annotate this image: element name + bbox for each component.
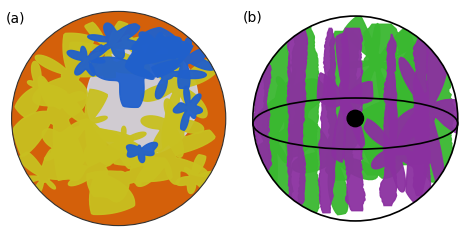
Polygon shape bbox=[152, 37, 215, 88]
Polygon shape bbox=[113, 34, 180, 75]
Polygon shape bbox=[132, 32, 181, 59]
Polygon shape bbox=[126, 39, 206, 99]
Polygon shape bbox=[18, 149, 78, 197]
Polygon shape bbox=[357, 38, 444, 178]
Polygon shape bbox=[422, 47, 456, 182]
Polygon shape bbox=[88, 23, 143, 59]
Polygon shape bbox=[15, 61, 67, 117]
Polygon shape bbox=[380, 35, 397, 205]
Polygon shape bbox=[87, 154, 172, 202]
Polygon shape bbox=[359, 24, 400, 175]
Polygon shape bbox=[244, 85, 306, 194]
Polygon shape bbox=[413, 36, 430, 195]
Polygon shape bbox=[339, 28, 365, 211]
Polygon shape bbox=[173, 86, 202, 130]
Polygon shape bbox=[141, 38, 218, 129]
Polygon shape bbox=[319, 28, 337, 213]
Polygon shape bbox=[90, 27, 185, 107]
Polygon shape bbox=[33, 33, 120, 106]
Polygon shape bbox=[54, 89, 107, 158]
Polygon shape bbox=[318, 33, 373, 162]
Text: (a): (a) bbox=[6, 11, 26, 25]
Circle shape bbox=[11, 11, 226, 226]
Polygon shape bbox=[364, 98, 425, 192]
Polygon shape bbox=[141, 99, 204, 157]
Polygon shape bbox=[292, 118, 378, 215]
Polygon shape bbox=[287, 26, 308, 209]
Text: (b): (b) bbox=[243, 11, 263, 25]
Polygon shape bbox=[343, 14, 415, 113]
Polygon shape bbox=[290, 26, 320, 219]
Polygon shape bbox=[260, 21, 293, 216]
Polygon shape bbox=[42, 119, 106, 180]
Polygon shape bbox=[113, 114, 215, 186]
Polygon shape bbox=[67, 45, 107, 76]
Polygon shape bbox=[255, 68, 324, 157]
Polygon shape bbox=[326, 32, 359, 180]
Polygon shape bbox=[127, 142, 157, 163]
Circle shape bbox=[87, 44, 198, 155]
Circle shape bbox=[253, 16, 458, 221]
Polygon shape bbox=[59, 130, 135, 214]
Polygon shape bbox=[254, 62, 272, 170]
Polygon shape bbox=[176, 155, 222, 195]
Polygon shape bbox=[69, 21, 146, 78]
Polygon shape bbox=[90, 126, 146, 169]
Polygon shape bbox=[13, 76, 86, 180]
Polygon shape bbox=[390, 21, 470, 205]
Circle shape bbox=[347, 110, 364, 127]
Polygon shape bbox=[392, 28, 431, 165]
